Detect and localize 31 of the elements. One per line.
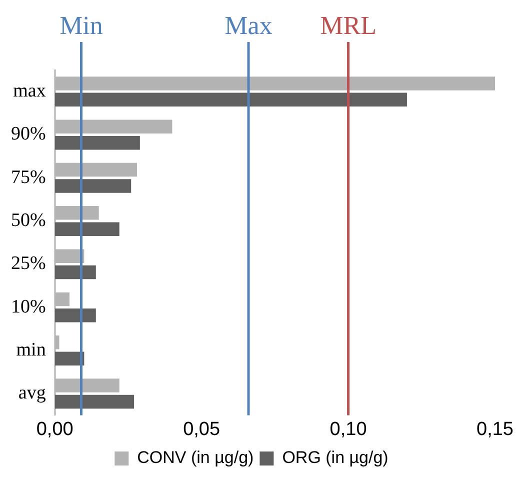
x-tick-label: 0,00 [36,418,74,440]
y-tick-label: min [16,339,46,360]
bar [54,378,120,392]
ref-line-label: Max [224,10,272,40]
ref-line-label: Min [60,10,103,40]
bar [54,76,495,90]
bar [54,92,407,107]
y-tick-label: 75% [11,166,46,188]
y-tick-label: 50% [11,210,46,232]
bar [54,265,96,280]
bar [54,394,134,409]
y-tick-label: max [13,80,46,102]
bar [54,120,172,134]
y-tick-label: avg [18,382,46,404]
bar [54,336,60,350]
y-tick-label: 10% [11,296,46,318]
bar [54,222,120,236]
bar [54,292,70,306]
x-tick-label: 0,10 [330,418,367,440]
bar [54,136,140,150]
bar [54,179,132,193]
y-tick-label: 25% [11,253,46,274]
y-tick-label: 90% [11,124,46,145]
bar [54,162,137,177]
legend-label: ORG (in µg/g) [282,448,388,468]
ref-line-label: MRL [320,10,376,40]
legend-label: CONV (in µg/g) [137,448,254,468]
x-tick-label: 0,15 [476,418,514,440]
bar [54,308,96,322]
x-tick-label: 0,05 [183,418,220,440]
bar [54,206,99,220]
